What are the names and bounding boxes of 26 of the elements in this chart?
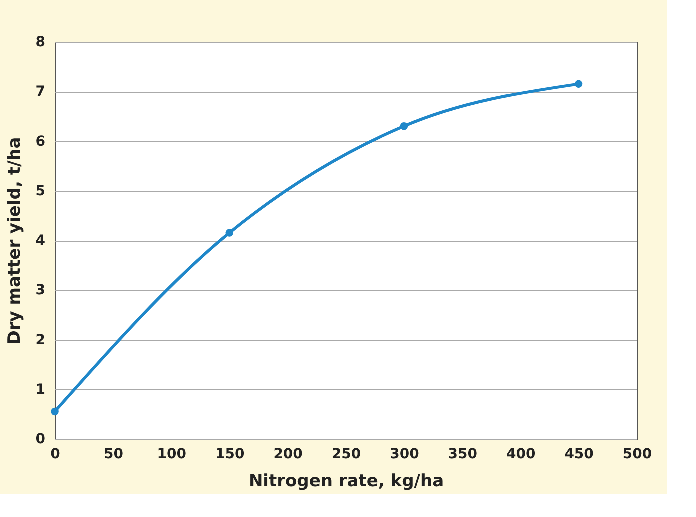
point — [400, 122, 408, 130]
y-tick-label: 2 — [36, 332, 46, 348]
y-tick-label: 5 — [36, 183, 46, 200]
y-tick-label: 3 — [36, 282, 46, 299]
x-tick-label: 250 — [332, 446, 362, 462]
x-tick-label: 500 — [622, 446, 652, 462]
x-tick-label: 350 — [448, 446, 478, 462]
x-tick-label: 0 — [50, 446, 61, 462]
y-tick-label: 1 — [36, 382, 46, 398]
point — [574, 80, 583, 88]
y-tick-label: 4 — [36, 233, 46, 249]
x-tick-label: 50 — [104, 446, 124, 462]
y-tick-label: 7 — [36, 84, 46, 100]
y-tick-label: 0 — [36, 432, 46, 448]
x-tick-label: 200 — [274, 446, 304, 462]
y-axis-title: Dry matter yield, t/ha — [4, 137, 25, 345]
x-axis-title: Nitrogen rate, kg/ha — [248, 472, 444, 492]
x-tick-label: 150 — [215, 446, 245, 462]
y-tick-label: 8 — [36, 34, 46, 50]
point — [51, 408, 59, 416]
x-tick-label: 400 — [506, 446, 536, 462]
x-tick-label: 300 — [390, 446, 420, 462]
x-tick-label: 100 — [157, 446, 187, 462]
x-tick-label: 450 — [564, 446, 594, 462]
point — [226, 229, 234, 237]
y-tick-label: 6 — [36, 134, 46, 150]
